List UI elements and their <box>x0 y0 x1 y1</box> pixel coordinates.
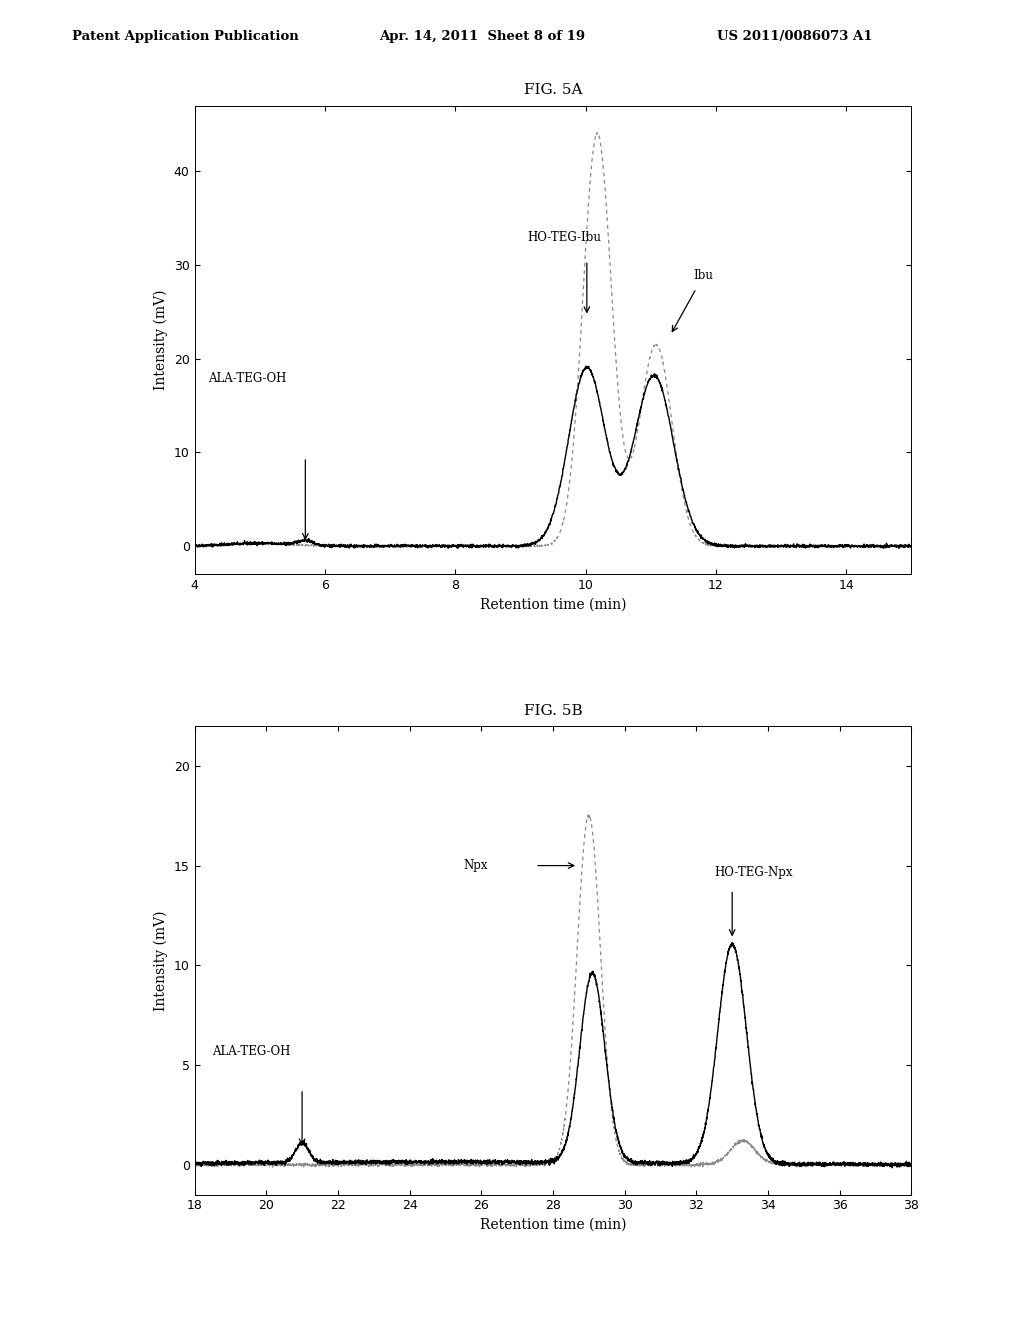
Text: Npx: Npx <box>463 859 487 873</box>
Y-axis label: Intensity (mV): Intensity (mV) <box>154 289 168 391</box>
Text: Ibu: Ibu <box>693 269 713 282</box>
Title: FIG. 5A: FIG. 5A <box>523 83 583 98</box>
Text: ALA-TEG-OH: ALA-TEG-OH <box>208 372 286 385</box>
Text: ALA-TEG-OH: ALA-TEG-OH <box>212 1045 291 1059</box>
X-axis label: Retention time (min): Retention time (min) <box>479 1218 627 1232</box>
Text: HO-TEG-Npx: HO-TEG-Npx <box>715 866 793 879</box>
Text: Apr. 14, 2011  Sheet 8 of 19: Apr. 14, 2011 Sheet 8 of 19 <box>379 30 585 44</box>
Text: Patent Application Publication: Patent Application Publication <box>72 30 298 44</box>
X-axis label: Retention time (min): Retention time (min) <box>479 598 627 611</box>
Y-axis label: Intensity (mV): Intensity (mV) <box>154 909 168 1011</box>
Text: US 2011/0086073 A1: US 2011/0086073 A1 <box>717 30 872 44</box>
Text: HO-TEG-Ibu: HO-TEG-Ibu <box>527 231 601 244</box>
Title: FIG. 5B: FIG. 5B <box>523 704 583 718</box>
